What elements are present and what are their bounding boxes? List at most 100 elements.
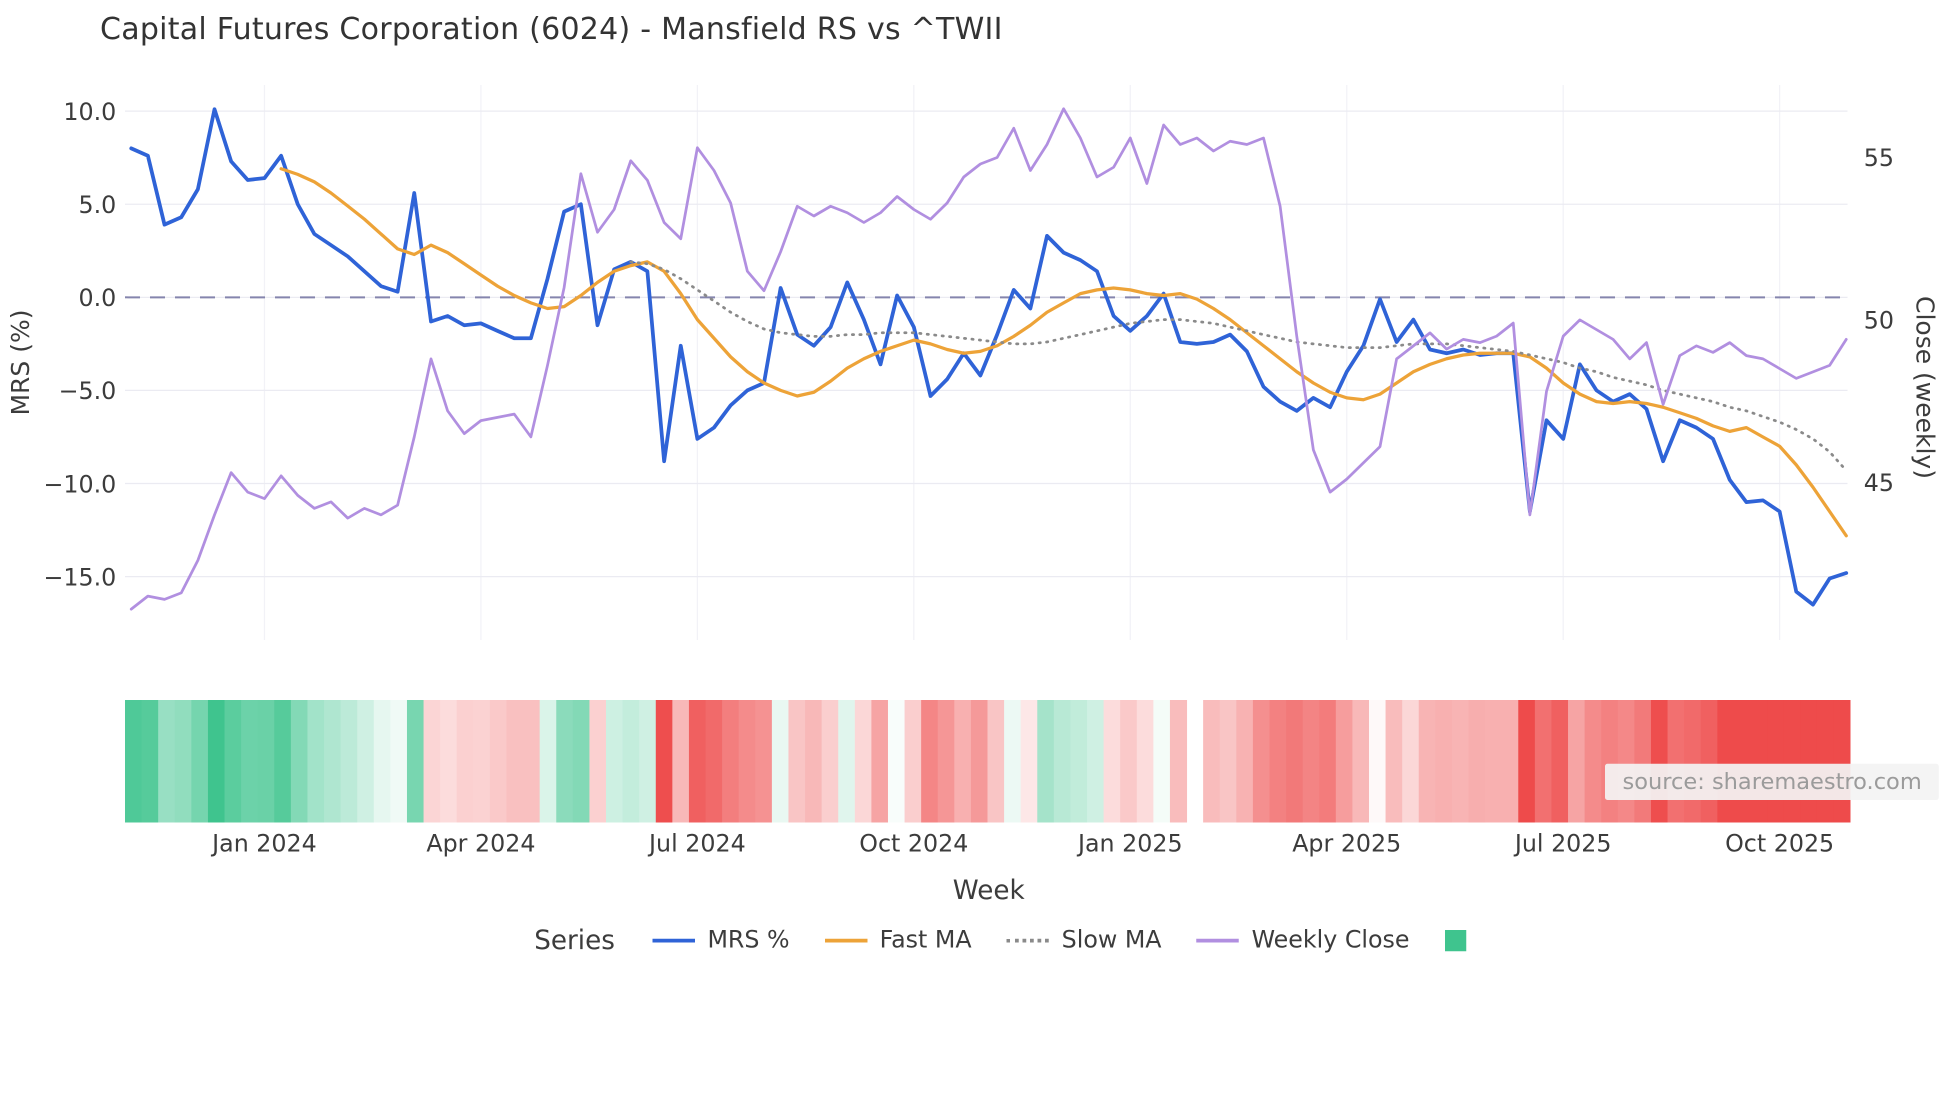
series-line-weekly-close [129,107,1848,611]
y-tick-label-right: 50 [1864,307,1894,335]
x-tick-label: Apr 2024 [426,829,535,857]
heatmap-cell [1650,700,1669,823]
heatmap-cell [1418,700,1436,823]
heatmap-cell [174,700,192,823]
heatmap-cell [1402,700,1420,823]
heatmap-cell [688,700,707,823]
heatmap-cell [1700,700,1718,823]
heatmap-cell [589,700,607,823]
heatmap-cell [1120,700,1138,823]
x-axis-title: Week [952,875,1025,905]
legend-swatch-line-fast-ma [824,938,868,942]
heatmap-cell [1203,700,1221,823]
heatmap-cell [871,700,889,823]
heatmap-cell [340,700,358,823]
heatmap-cell [954,700,972,823]
series-line-slow-ma [629,260,1848,472]
heatmap-cell [1435,700,1453,823]
heatmap-cell [1451,700,1470,823]
heatmap-cell [125,700,143,823]
legend-item-heatmap [1444,929,1466,951]
y-tick-label-left: −10.0 [43,470,116,498]
series-line-mrs [129,107,1849,607]
heatmap-cell [1568,700,1586,823]
heatmap-cell [921,700,939,823]
heatmap-cell [290,700,308,823]
legend-swatch-line-weekly-close [1196,938,1240,942]
heatmap-cell [1070,700,1088,823]
heatmap-cell [672,700,690,823]
heatmap-cell [1833,700,1851,823]
heatmap-cell [738,700,756,823]
heatmap-cell [1684,700,1702,823]
heatmap-cell [1667,700,1685,823]
heatmap-cell [1252,700,1270,823]
heatmap-cell [838,700,856,823]
legend: Series MRS % Fast MA Slow MA Weekly Close [0,925,1960,955]
heatmap-cell [1783,700,1801,823]
heatmap-cell [854,700,872,823]
legend-item-label: Weekly Close [1251,926,1410,954]
x-tick-label: Jan 2024 [210,829,317,857]
heatmap-cell [1468,700,1486,823]
heatmap-cell [1335,700,1353,823]
heatmap-cell [207,700,226,823]
source-note: source: sharemaestro.com [1605,763,1940,800]
heatmap-cell [937,700,955,823]
y-tick-label-left: 0.0 [78,284,116,312]
heatmap-cell [423,700,441,823]
heatmap-cell [440,700,458,823]
legend-title: Series [534,925,615,955]
x-tick-label: Jan 2025 [1076,829,1183,857]
heatmap-cell [224,700,242,823]
heatmap-cell [1816,700,1834,823]
heatmap-cell [755,700,773,823]
heatmap-cell [1087,700,1105,823]
heatmap-cell [1717,700,1735,823]
heatmap-cell [805,700,823,823]
heatmap-cell [257,700,275,823]
heatmap-cell [1302,700,1320,823]
series-line-fast-ma [279,167,1848,538]
y-tick-label-right: 55 [1864,144,1894,172]
y-tick-label-left: 10.0 [63,98,116,126]
x-tick-label: Apr 2025 [1292,829,1401,857]
y-tick-label-left: −5.0 [59,377,117,405]
heatmap-cell [357,700,375,823]
heatmap-cell [1485,700,1503,823]
heatmap-cell [141,700,159,823]
heatmap-cell [1800,700,1818,823]
y-tick-label-left: −15.0 [43,563,116,591]
heatmap-cell [1767,700,1785,823]
heatmap-cell [821,700,839,823]
heatmap-cell [1169,700,1188,823]
heatmap-cell [489,700,507,823]
heatmap-cell [970,700,988,823]
heatmap-cell [1584,700,1602,823]
heatmap-cell [1037,700,1055,823]
legend-swatch-line-mrs- [652,938,695,942]
x-tick-label: Oct 2025 [1725,829,1834,857]
heatmap-cell [1634,700,1652,823]
legend-items: MRS % Fast MA Slow MA Weekly Close [652,926,1466,954]
heatmap-cell [539,700,557,823]
heatmap-cell [1153,700,1171,823]
heatmap-cell [406,700,425,823]
heatmap-cell [506,700,524,823]
heatmap-cell [523,700,541,823]
heatmap-cell [390,700,408,823]
x-tick-label: Jul 2024 [647,829,746,857]
y-axis-label-right: Close (weekly) [1910,295,1940,479]
heatmap-cell [1385,700,1403,823]
legend-item-label: MRS % [707,926,790,954]
heatmap-cell [1750,700,1768,823]
heatmap-cell [771,700,789,823]
heatmap-cell [1004,700,1022,823]
heatmap-cell [1617,700,1635,823]
heatmap-cell [904,700,922,823]
heatmap-cell [1319,700,1337,823]
legend-item-mrs-: MRS % [652,926,790,954]
heatmap-cell [572,700,590,823]
heatmap-cell [1286,700,1304,823]
